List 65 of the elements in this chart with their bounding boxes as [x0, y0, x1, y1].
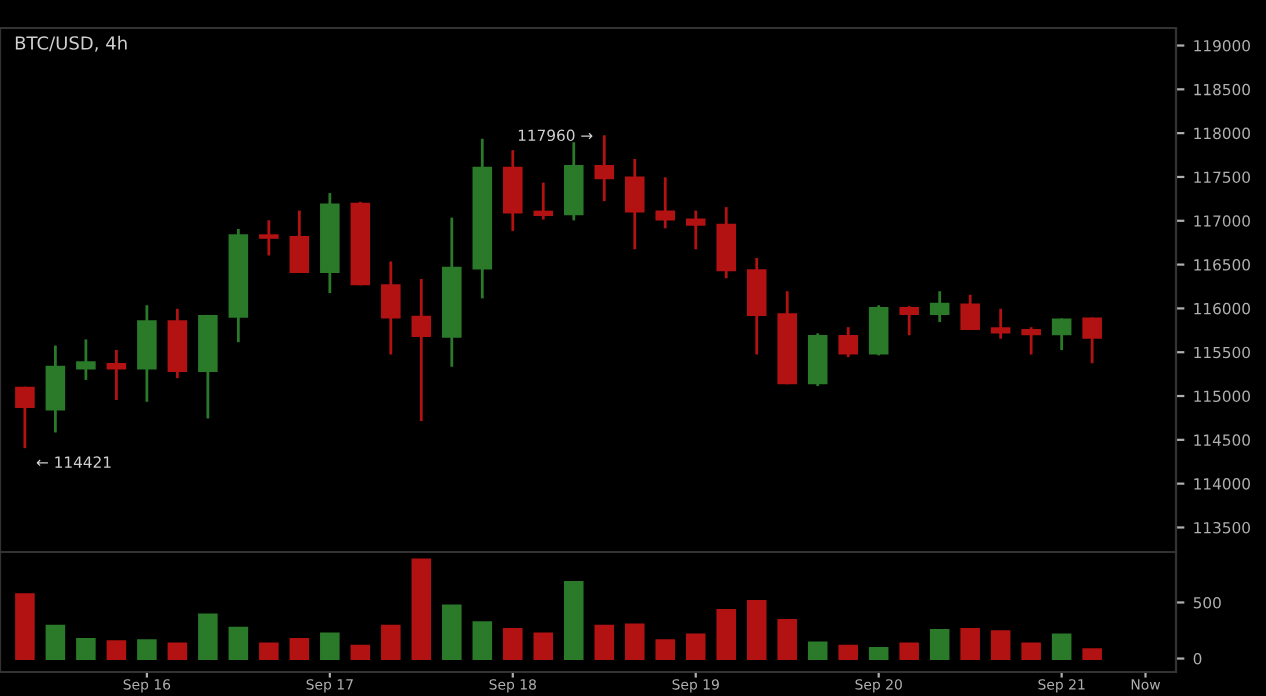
- candlestick: [563, 142, 584, 221]
- bar: [442, 604, 462, 660]
- bar: [624, 623, 645, 660]
- candlestick: [685, 210, 706, 250]
- bar: [746, 599, 767, 660]
- bar: [777, 619, 797, 660]
- bar: [503, 627, 523, 660]
- bar: [685, 633, 706, 660]
- candlestick: [503, 150, 523, 231]
- bar: [807, 641, 828, 660]
- candlestick: [533, 182, 554, 220]
- candlestick: [1082, 317, 1102, 364]
- bar: [655, 639, 676, 660]
- candlestick: [106, 349, 127, 401]
- bar: [198, 613, 218, 660]
- bar: [137, 639, 157, 660]
- candlestick: [1021, 327, 1041, 355]
- candlestick: [838, 327, 858, 358]
- candlestick: [411, 278, 432, 422]
- bar: [533, 632, 554, 660]
- candlestick: [76, 339, 96, 380]
- bar: [15, 593, 35, 660]
- candlestick: [594, 135, 615, 202]
- bar: [1051, 633, 1072, 660]
- candlestick: [746, 257, 767, 355]
- bar: [411, 558, 432, 660]
- bar: [320, 632, 340, 660]
- candlestick: [15, 386, 35, 449]
- bar: [929, 629, 950, 660]
- bar: [106, 640, 127, 660]
- bar: [228, 626, 249, 660]
- candlestick: [137, 305, 157, 402]
- bar: [76, 638, 96, 660]
- candlestick: [381, 261, 401, 355]
- bar: [350, 644, 371, 660]
- candlestick: [807, 333, 828, 387]
- candlestick: [868, 305, 889, 356]
- candlestick: [929, 291, 950, 323]
- bar: [563, 580, 584, 660]
- bar: [167, 642, 188, 660]
- bar: [960, 627, 980, 660]
- candlestick: [990, 308, 1011, 339]
- candlestick: [716, 207, 737, 279]
- chart-title: BTC/USD, 4h: [15, 35, 127, 52]
- candlestick: [259, 220, 279, 256]
- bar: [381, 624, 401, 660]
- bar: [1082, 648, 1102, 660]
- bar: [259, 642, 279, 660]
- bar: [899, 642, 919, 660]
- bar: [472, 621, 493, 660]
- bar: [1021, 642, 1041, 660]
- candlestick: [1051, 318, 1072, 351]
- bar: [838, 644, 858, 660]
- candlestick: [655, 177, 676, 229]
- bar: [289, 638, 310, 660]
- bar: [990, 630, 1011, 660]
- candlestick: [624, 158, 645, 250]
- bar: [594, 624, 615, 660]
- candlestick: [289, 210, 310, 273]
- bar: [716, 608, 737, 660]
- candlestick: [960, 294, 980, 330]
- bar: [868, 647, 889, 660]
- candlestick: [45, 345, 66, 433]
- candlestick: [899, 306, 919, 336]
- bar: [45, 624, 66, 660]
